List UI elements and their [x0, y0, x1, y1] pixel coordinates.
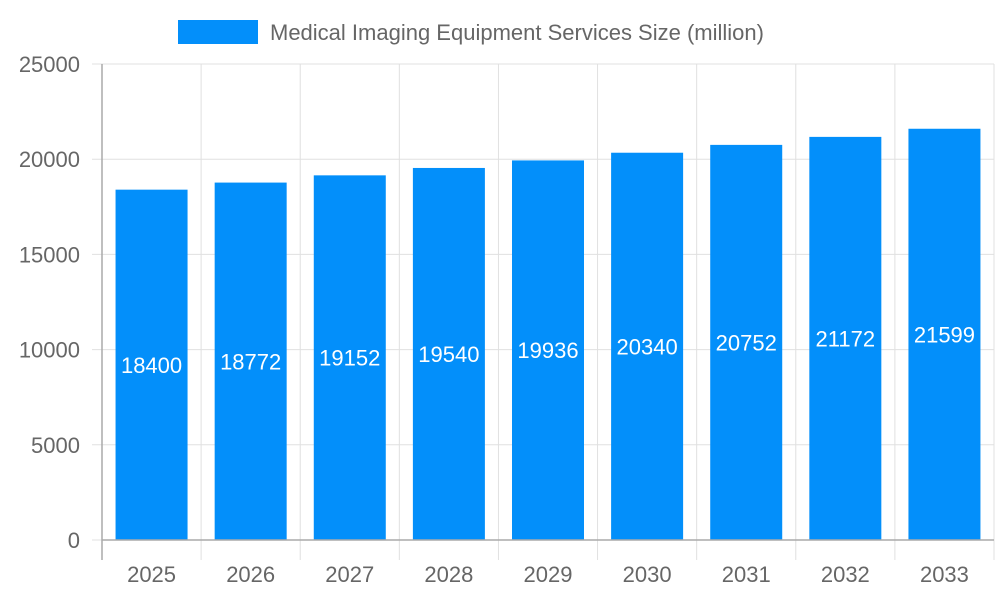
bar: [611, 152, 684, 541]
legend-swatch: [178, 20, 258, 44]
x-tick-label: 2026: [226, 562, 275, 587]
legend[interactable]: Medical Imaging Equipment Services Size …: [178, 20, 764, 45]
bar: [809, 136, 882, 540]
bar: [115, 189, 188, 540]
data-label: 19540: [418, 342, 479, 367]
data-label: 21172: [816, 326, 876, 351]
data-label: 18772: [220, 349, 281, 374]
bar: [512, 160, 584, 540]
y-tick-label: 25000: [19, 52, 80, 77]
x-tick-label: 2025: [127, 562, 176, 587]
y-tick-label: 10000: [19, 338, 80, 363]
bar: [313, 175, 386, 540]
x-tick-label: 2033: [920, 562, 969, 587]
axes: 0 5000 10000 15000 20000 25000 2025 2026 2027 202…: [19, 52, 994, 587]
gridlines: [92, 63, 995, 560]
y-tick-label: 5000: [31, 433, 80, 458]
legend-label: Medical Imaging Equipment Services Size …: [270, 20, 764, 45]
x-tick-label: 2027: [325, 562, 374, 587]
data-label: 20340: [617, 334, 678, 359]
y-tick-label: 0: [68, 528, 80, 553]
bar: [908, 128, 981, 540]
data-label: 19936: [517, 338, 578, 363]
x-tick-label: 2028: [424, 562, 473, 587]
data-label: 19152: [319, 346, 380, 371]
data-label: 20752: [716, 330, 777, 355]
data-label: 18400: [121, 353, 182, 378]
x-tick-label: 2031: [722, 562, 771, 587]
bar: [412, 167, 485, 540]
bars: 18400 18772 19152 19540 19936 20340 20752 21172…: [115, 128, 981, 541]
x-tick-label: 2032: [821, 562, 870, 587]
x-tick-label: 2029: [524, 562, 573, 587]
bar: [214, 182, 287, 540]
y-tick-label: 15000: [19, 242, 80, 267]
y-tick-label: 20000: [19, 147, 80, 172]
bar: [710, 144, 783, 540]
x-tick-label: 2030: [623, 562, 672, 587]
data-label: 21599: [914, 322, 975, 347]
